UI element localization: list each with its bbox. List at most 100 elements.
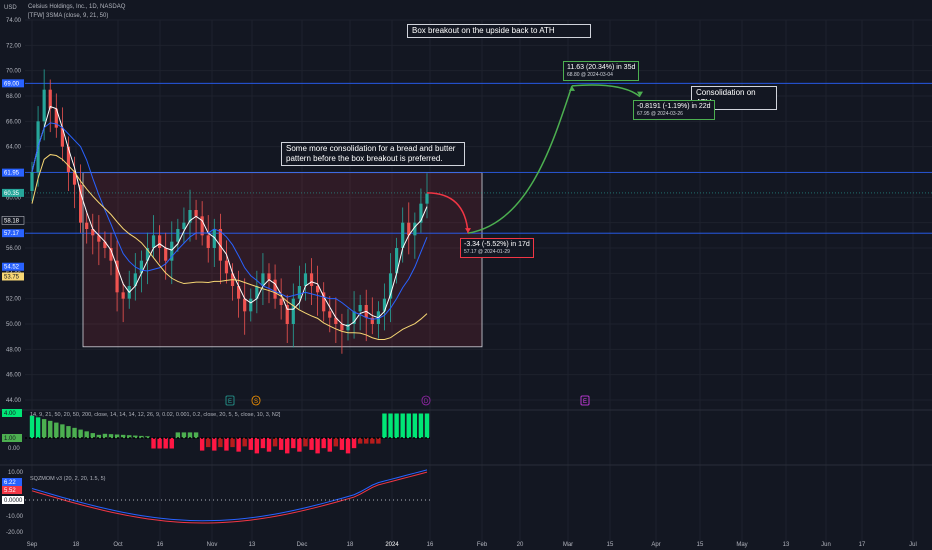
osc1-bar [108,434,114,438]
candle-body [218,229,222,261]
osc1-bar [230,438,235,448]
x-tick-label: 18 [347,542,354,548]
drop-measurement: -3.34 (-5.52%) in 17d 57.17 @ 2024-01-29 [460,238,534,258]
osc1-bar [321,438,326,449]
candle-body [388,273,393,299]
osc1-bar [382,413,387,438]
candle-body [249,298,253,312]
osc1-bar [394,413,399,438]
osc1-bar [291,438,296,449]
candle-body [322,292,326,312]
osc1-bar [297,438,302,452]
osc1-bar [84,431,89,438]
osc1-bar [102,433,108,438]
osc1-bar [266,438,272,452]
osc1-bar [78,429,83,438]
sqz-red-line [31,471,428,524]
candle-body [285,305,289,324]
osc1-bar [206,438,211,448]
y-tick-label: 52.00 [6,297,22,303]
osc1-zero-text: 0.00 [8,446,20,452]
osc1-bar [309,438,314,450]
y-tick-label: 46.00 [6,373,22,379]
candle-body [407,222,411,236]
event-marker [580,395,590,406]
price-tag-box_mid [2,229,24,238]
candle-body [358,305,362,312]
osc1-bar [151,438,156,449]
rise-measurement: 11.63 (20.34%) in 35d 68.80 @ 2024-03-04 [563,61,640,81]
candle-body [30,172,34,191]
projection-drop-arrow [426,192,469,234]
candle-body [340,324,344,331]
candle-body [206,235,210,248]
price-tag-sma_a [1,216,25,225]
candle-body [413,222,417,236]
candle-body [352,311,356,324]
osc1-bar [412,413,418,438]
candle-body [151,235,156,248]
x-tick-label: 13 [249,542,256,548]
rise-main: 11.63 (20.34%) in 35d [567,64,636,71]
x-tick-label: Apr [651,542,660,548]
candle-body [48,89,52,109]
candle-body [382,298,387,312]
osc1-bar [72,427,77,438]
osc1-bar [254,438,260,454]
osc1-bar [327,438,332,452]
candle-body [194,210,198,217]
candle-body [42,89,46,122]
sqz-blue-line [31,469,428,522]
candle-body [200,216,204,236]
candle-body [182,222,186,229]
osc1-bar [424,413,430,438]
osc1-bar [351,438,357,449]
osc2-zero-text: 0.0000 [4,498,23,504]
box-breakout-note: Box breakout on the upside back to ATH [407,24,591,38]
candle-body [79,184,83,223]
event-marker-label: E [228,399,232,405]
rise-sub: 68.80 @ 2024-03-04 [567,72,613,78]
consolidation-box [82,172,483,348]
candle-body [297,286,301,299]
candle-body [212,229,216,248]
y-tick-label: 48.00 [6,347,22,353]
y-tick-label: 50.00 [6,322,22,328]
osc1-bar [315,438,320,454]
candle-body [273,279,277,299]
candle-body [97,235,101,242]
osc1-bar [175,432,181,438]
osc1-bar [272,438,278,447]
y-tick-label: 72.00 [6,43,22,49]
y-tick-label: 56.00 [6,246,22,252]
osc1-bar [96,434,102,438]
candle-body [85,222,89,229]
candle-body [425,193,429,204]
x-tick-label: Nov [207,542,218,548]
candle-body [303,273,308,286]
osc2-b-text: 5.52 [4,488,16,494]
osc1-bar [339,438,345,450]
osc1-bar [54,422,59,438]
osc1-top-text: 4.00 [4,411,16,417]
y-tick-label: 68.00 [6,94,22,100]
osc2-b-tag [2,486,22,494]
y-tick-label: 74.00 [6,18,22,24]
small-drop-main: -0.8191 (-1.19%) in 22d [637,103,711,110]
candle-body [103,241,107,248]
x-tick-label: 15 [697,542,704,548]
candle-body [72,172,77,185]
x-tick-label: Jun [821,542,831,548]
osc1-bar [388,413,393,438]
osc2-axis-label: -20.00 [6,530,24,536]
osc1-bar [127,435,132,438]
osc1-bar [345,438,351,454]
price-tag-text-sma_b: 54.52 [4,265,20,271]
osc1-bar [41,419,47,438]
osc1-bar [139,435,144,438]
small-drop-sub: 67.95 @ 2024-03-26 [637,111,683,117]
osc1-bar [357,438,363,444]
x-tick-label: 20 [517,542,524,548]
osc1-bar [376,438,381,444]
